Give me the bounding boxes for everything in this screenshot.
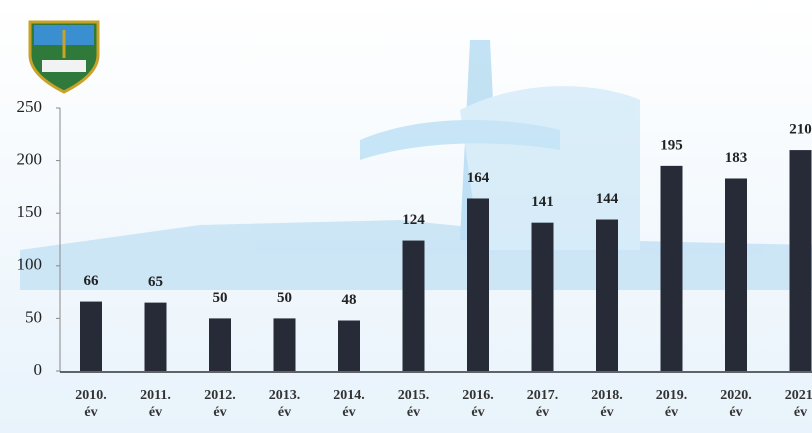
- value-label: 195: [660, 137, 683, 153]
- x-tick-label: 2013. év: [268, 388, 301, 420]
- x-tick-label: 2018. év: [591, 388, 623, 420]
- value-label: 164: [467, 170, 490, 186]
- x-tick-label: 2011. év: [140, 388, 171, 420]
- police-logo: [28, 20, 100, 94]
- bar: [209, 318, 231, 371]
- value-label: 50: [277, 290, 292, 306]
- y-tick-label: 50: [25, 307, 42, 326]
- y-tick-label: 200: [17, 150, 43, 169]
- bar: [531, 222, 554, 371]
- bar: [467, 198, 489, 371]
- y-tick-label: 150: [17, 202, 43, 221]
- x-tick-label: 2015. év: [397, 388, 430, 420]
- bar: [273, 318, 296, 371]
- x-tick-label: 2021. év: [784, 388, 812, 420]
- bar: [144, 302, 167, 371]
- value-label: 141: [531, 194, 554, 210]
- value-label: 183: [725, 150, 748, 166]
- y-tick-label: 0: [34, 360, 43, 379]
- y-tick-label: 250: [17, 97, 43, 116]
- bar: [789, 150, 812, 371]
- x-tick-label: 2020. év: [720, 388, 752, 420]
- bar: [338, 320, 360, 371]
- value-label: 144: [596, 191, 619, 207]
- x-tick-label: 2012. év: [204, 388, 236, 420]
- x-tick-label: 2019. év: [655, 388, 688, 420]
- bar: [596, 219, 618, 371]
- x-tick-label: 2014. év: [333, 388, 365, 420]
- bar: [402, 240, 425, 371]
- bar: [80, 301, 102, 371]
- value-label: 65: [148, 274, 163, 290]
- value-label: 50: [213, 290, 228, 306]
- x-tick-label: 2010. év: [75, 388, 107, 420]
- bar: [725, 178, 747, 371]
- x-tick-label: 2017. év: [526, 388, 559, 420]
- bar: [660, 165, 683, 371]
- y-tick-label: 100: [17, 255, 43, 274]
- value-label: 66: [84, 273, 100, 289]
- value-label: 48: [342, 292, 357, 308]
- value-label: 210: [789, 122, 812, 138]
- value-label: 124: [402, 212, 425, 228]
- x-tick-label: 2016. év: [462, 388, 494, 420]
